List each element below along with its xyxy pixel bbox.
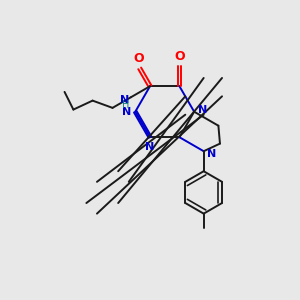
- Text: N: N: [198, 105, 207, 115]
- Text: H: H: [122, 100, 129, 110]
- Text: O: O: [174, 50, 185, 63]
- Text: N: N: [122, 107, 131, 117]
- Text: N: N: [146, 142, 154, 152]
- Text: N: N: [120, 94, 129, 105]
- Text: N: N: [208, 148, 217, 159]
- Text: O: O: [133, 52, 143, 65]
